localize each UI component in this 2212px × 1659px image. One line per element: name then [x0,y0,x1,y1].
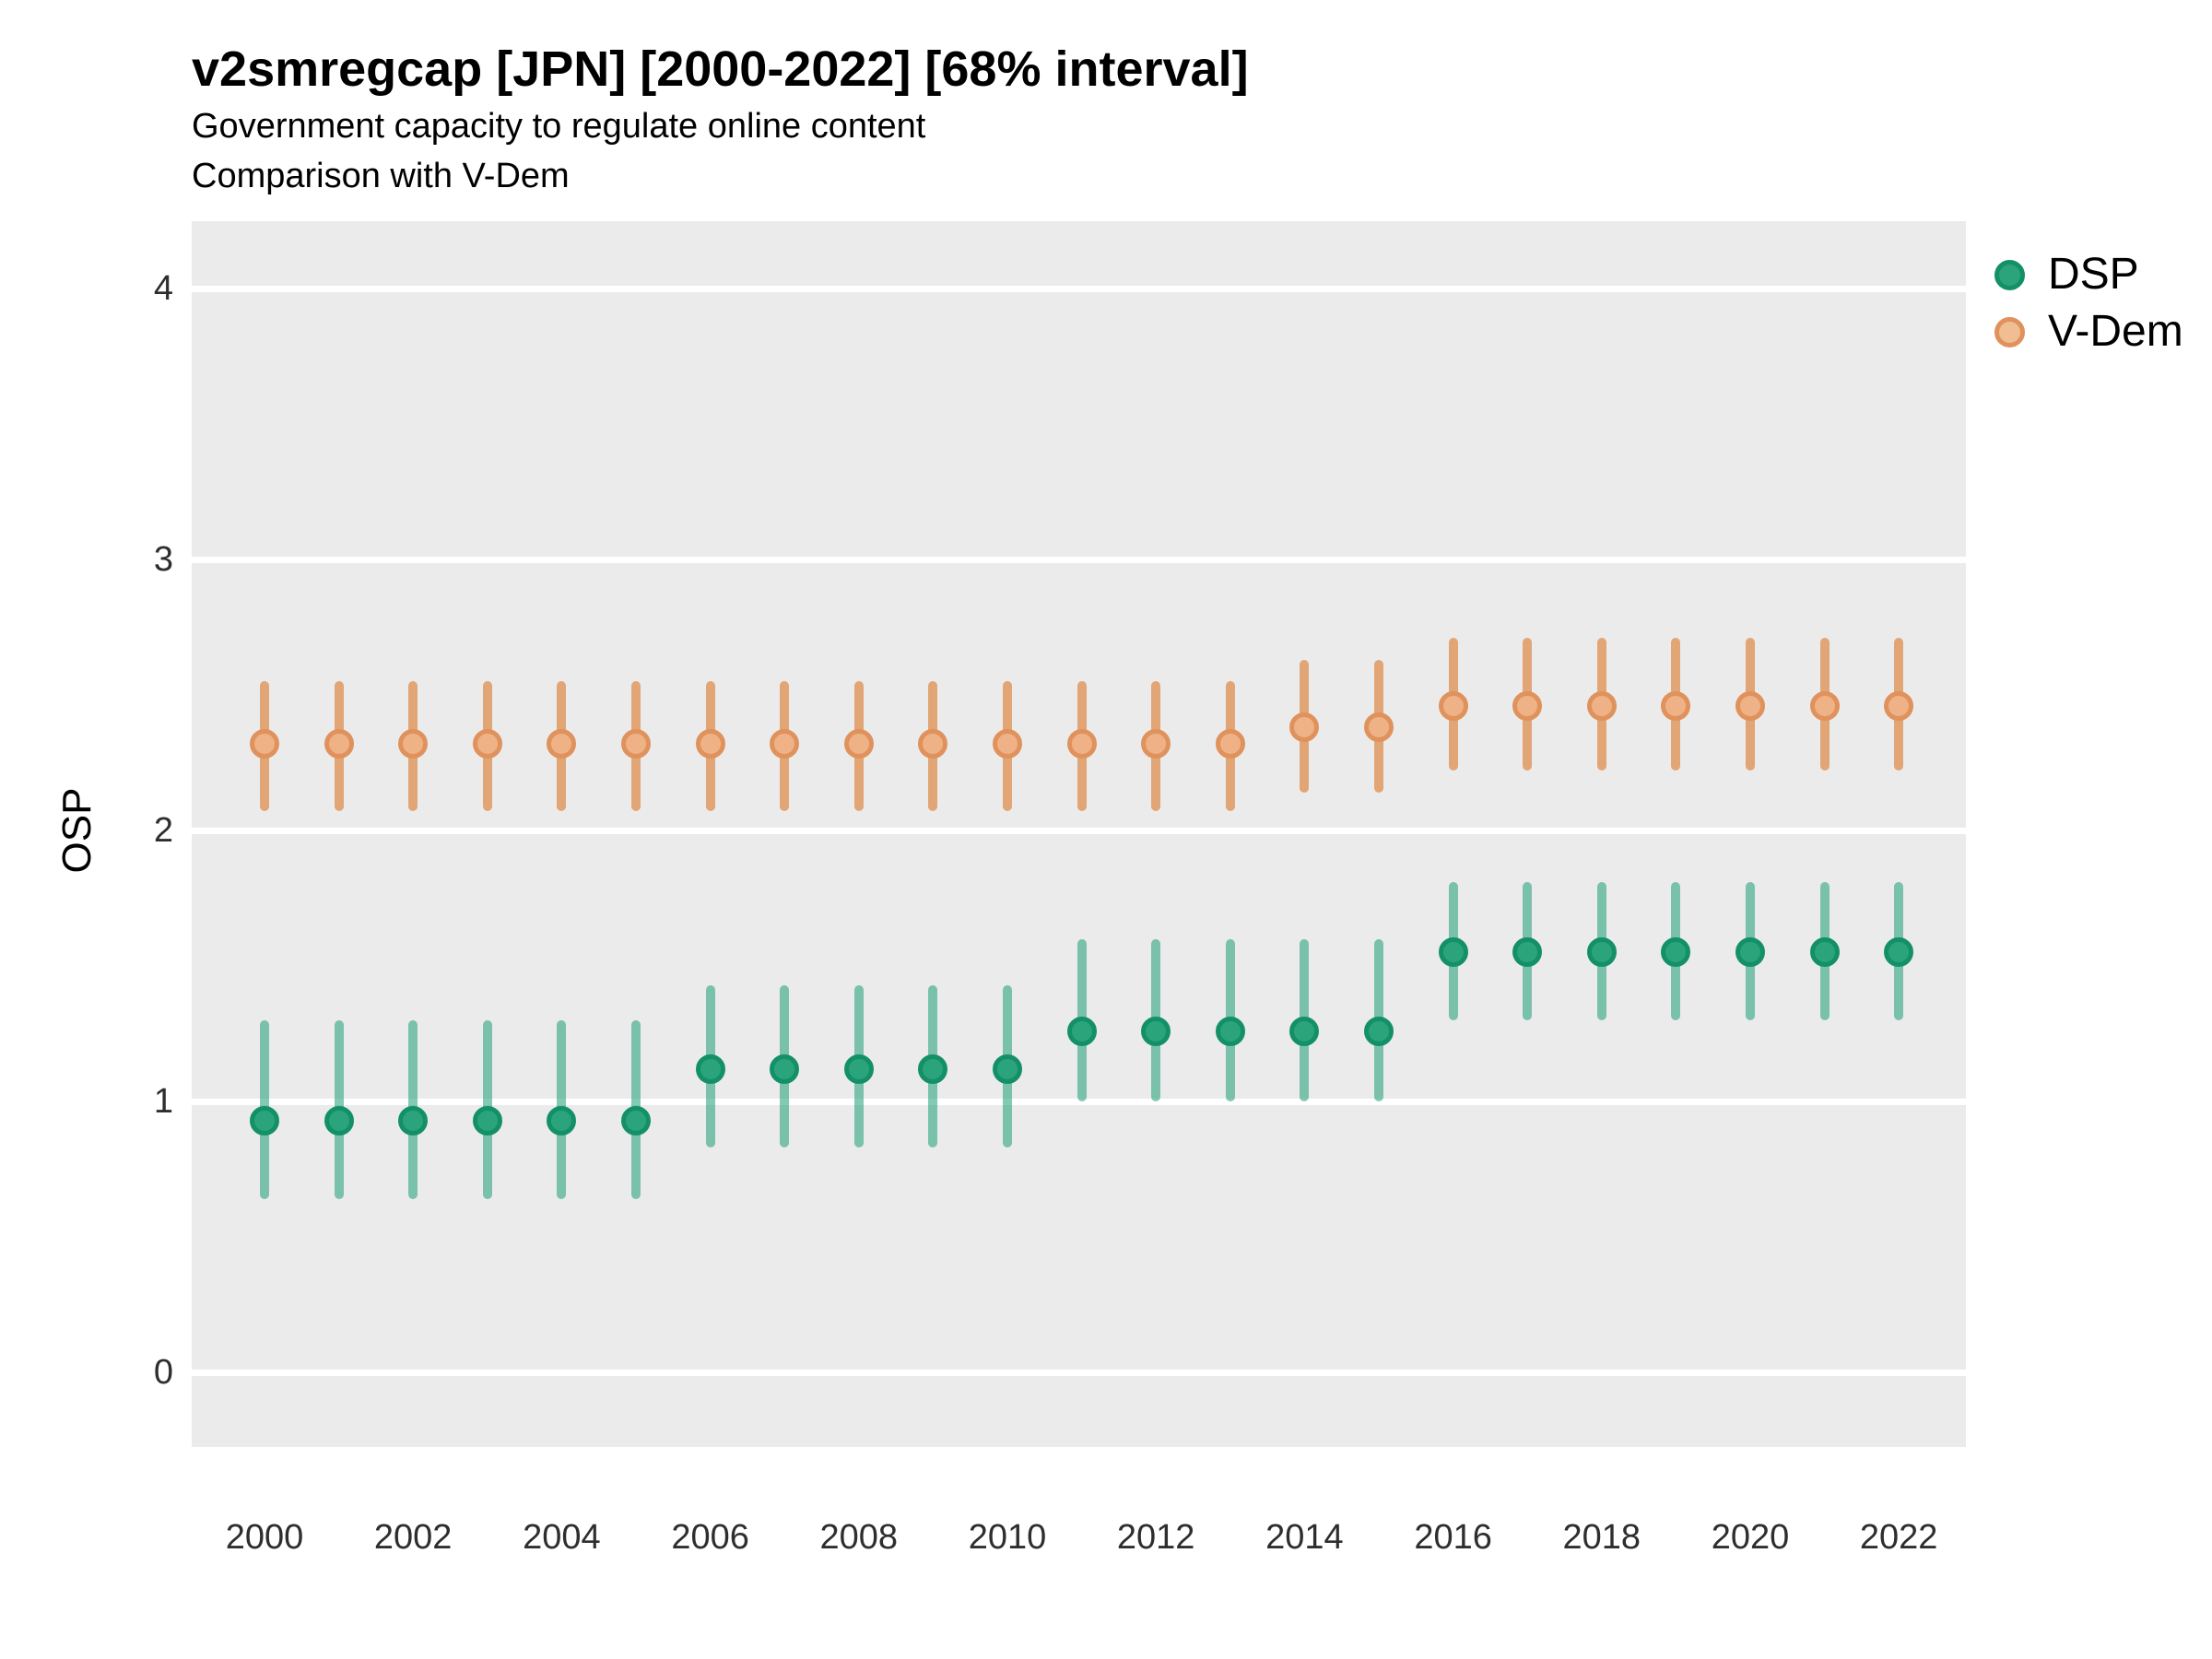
legend-marker-dsp-icon [1994,260,2025,290]
vdem-point-2022 [1884,690,1914,721]
vdem-point-2017 [1512,690,1543,721]
dsp-point-2008 [843,1053,874,1084]
dsp-point-2022 [1884,937,1914,968]
vdem-point-2003 [472,728,502,759]
vdem-point-2004 [547,728,577,759]
vdem-point-2010 [993,728,1022,759]
y-tick-2: 2 [153,811,173,850]
vdem-point-2018 [1586,690,1617,721]
vdem-point-2006 [695,728,725,759]
x-tick-2022: 2022 [1859,1518,1938,1557]
dsp-point-2007 [770,1053,800,1084]
y-tick-3: 3 [153,540,173,579]
vdem-point-2012 [1141,728,1171,759]
dsp-point-2012 [1141,1016,1171,1046]
x-tick-2010: 2010 [968,1518,1047,1557]
dsp-point-2003 [472,1105,502,1135]
y-tick-4: 4 [153,269,173,308]
dsp-point-2013 [1215,1016,1245,1046]
gridline-y-4 [192,285,1966,292]
vdem-point-2021 [1809,690,1840,721]
dsp-point-2002 [398,1105,429,1135]
chart-subtitle: Government capacity to regulate online c… [192,107,926,146]
y-tick-0: 0 [153,1353,173,1392]
x-tick-2000: 2000 [225,1518,304,1557]
dsp-point-2011 [1066,1016,1097,1046]
dsp-point-2004 [547,1105,577,1135]
legend-label-vdem: V-Dem [2048,307,2183,356]
dsp-point-2009 [918,1053,948,1084]
vdem-point-2001 [324,728,354,759]
x-tick-2018: 2018 [1562,1518,1641,1557]
vdem-point-2009 [918,728,948,759]
vdem-point-2011 [1066,728,1097,759]
dsp-point-2001 [324,1105,354,1135]
chart-comparison-note: Comparison with V-Dem [192,157,570,195]
dsp-point-2000 [250,1105,279,1135]
vdem-point-2020 [1735,690,1765,721]
vdem-point-2013 [1215,728,1245,759]
dsp-point-2014 [1289,1016,1320,1046]
vdem-point-2014 [1289,712,1320,743]
dsp-point-2017 [1512,937,1543,968]
vdem-point-2000 [250,728,279,759]
x-tick-2002: 2002 [373,1518,453,1557]
x-tick-2006: 2006 [671,1518,749,1557]
x-tick-2012: 2012 [1116,1518,1195,1557]
vdem-point-2007 [770,728,800,759]
gridline-y-1 [192,1098,1966,1105]
vdem-point-2015 [1364,712,1394,743]
legend-label-dsp: DSP [2048,250,2139,299]
gridline-y-3 [192,556,1966,563]
dsp-point-2005 [621,1105,651,1135]
x-tick-2014: 2014 [1265,1518,1344,1557]
dsp-point-2016 [1438,937,1468,968]
dsp-point-2021 [1809,937,1840,968]
vdem-point-2005 [621,728,651,759]
x-tick-2020: 2020 [1711,1518,1790,1557]
x-tick-2016: 2016 [1414,1518,1492,1557]
gridline-y-0 [192,1369,1966,1376]
dsp-point-2020 [1735,937,1765,968]
y-tick-1: 1 [153,1082,173,1121]
dsp-point-2006 [695,1053,725,1084]
vdem-point-2019 [1661,690,1691,721]
vdem-point-2008 [843,728,874,759]
vdem-point-2002 [398,728,429,759]
legend-marker-vdem-icon [1994,317,2025,347]
x-tick-2004: 2004 [523,1518,601,1557]
dsp-point-2019 [1661,937,1691,968]
x-tick-2008: 2008 [819,1518,899,1557]
dsp-point-2018 [1586,937,1617,968]
dsp-point-2010 [993,1053,1022,1084]
gridline-y-2 [192,827,1966,834]
vdem-point-2016 [1438,690,1468,721]
chart-title: v2smregcap [JPN] [2000-2022] [68% interv… [192,41,1249,97]
dsp-point-2015 [1364,1016,1394,1046]
plot-panel [192,221,1966,1447]
